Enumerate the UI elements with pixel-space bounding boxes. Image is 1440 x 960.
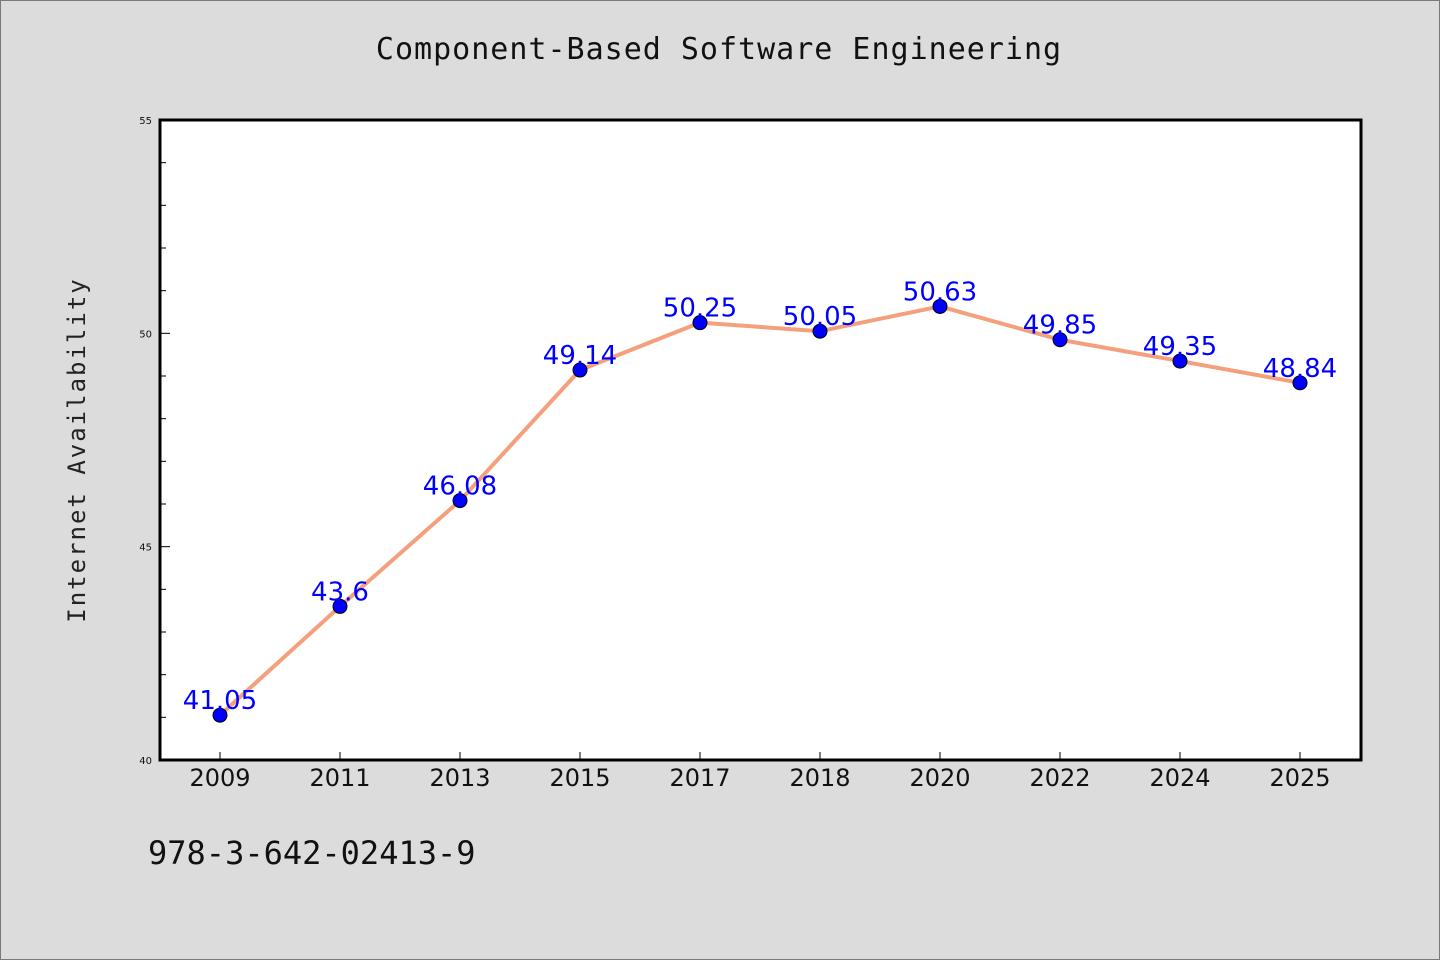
x-tick-label: 2011 xyxy=(309,764,370,792)
series-line-group xyxy=(218,304,1301,717)
x-tick-label: 2022 xyxy=(1029,764,1090,792)
x-axis-tick-labels: 2009 2011 2013 2015 2017 2018 2020 2022 2024 2025 xyxy=(189,764,1330,792)
x-axis-ticks xyxy=(219,752,1301,760)
data-point xyxy=(452,493,468,509)
y-axis-tick-labels: 40 45 50 55 xyxy=(139,116,152,767)
data-label: 49.14 xyxy=(543,341,617,371)
x-tick-label: 2024 xyxy=(1149,764,1210,792)
footer-code: 978-3-642-02413-9 xyxy=(148,834,476,872)
series-data-labels: 41.05 43.6 46.08 49.14 50.25 50.05 50.63 49.85 4… xyxy=(183,277,1337,716)
data-point xyxy=(1052,332,1068,348)
y-tick-label: 40 xyxy=(139,756,152,767)
y-tick-label: 45 xyxy=(139,543,152,554)
data-point xyxy=(1292,375,1308,391)
plot-area xyxy=(158,118,1363,762)
y-axis-ticks xyxy=(160,119,170,761)
y-tick-label: 50 xyxy=(139,329,152,340)
data-label: 50.63 xyxy=(903,277,977,307)
data-point xyxy=(1172,353,1188,369)
data-point xyxy=(812,323,828,339)
x-tick-label: 2018 xyxy=(789,764,850,792)
data-point xyxy=(212,707,228,723)
data-label: 43.6 xyxy=(311,577,369,607)
x-tick-label: 2015 xyxy=(549,764,610,792)
data-label: 50.25 xyxy=(663,294,737,324)
data-label: 50.05 xyxy=(783,302,857,332)
y-axis-label: Internet Availability xyxy=(63,277,91,622)
x-tick-label: 2020 xyxy=(909,764,970,792)
data-label: 46.08 xyxy=(423,472,497,502)
series-line xyxy=(218,304,1301,717)
data-point xyxy=(932,298,948,314)
x-tick-label: 2025 xyxy=(1269,764,1330,792)
data-label: 41.05 xyxy=(183,686,257,716)
data-label: 49.85 xyxy=(1023,311,1097,341)
data-label: 49.35 xyxy=(1143,332,1217,362)
series-markers xyxy=(212,298,1308,723)
data-point xyxy=(692,315,708,331)
x-tick-label: 2017 xyxy=(669,764,730,792)
data-point xyxy=(572,362,588,378)
x-tick-label: 2013 xyxy=(429,764,490,792)
data-label: 48.84 xyxy=(1263,354,1337,384)
y-tick-label: 55 xyxy=(139,116,152,127)
data-point xyxy=(332,598,348,614)
chart-title: Component-Based Software Engineering xyxy=(375,32,1063,67)
x-tick-label: 2009 xyxy=(189,764,250,792)
